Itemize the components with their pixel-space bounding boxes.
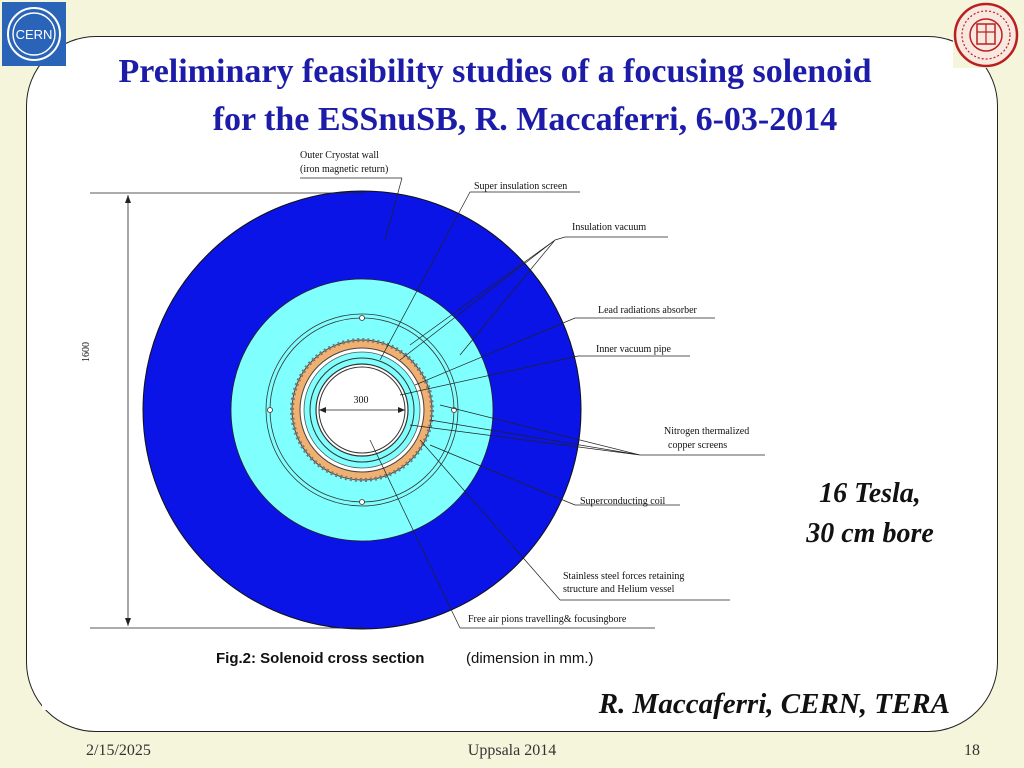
title-line-2: for the ESSnuSB, R. Maccaferri, 6-03-201… [212, 101, 838, 138]
author-credit: R. Maccaferri, CERN, TERA [598, 688, 950, 720]
figure-caption-bold: Fig.2: Solenoid cross section [216, 650, 424, 667]
footer-date: 2/15/2025 [86, 742, 151, 759]
cern-logo: CERN [2, 2, 66, 66]
label-superconducting-coil: Superconducting coil [580, 496, 665, 507]
title-line-1: Preliminary feasibility studies of a foc… [118, 53, 872, 90]
label-outer-wall-1: Outer Cryostat wall [300, 150, 379, 161]
spec-note: 16 Tesla, 30 cm bore [770, 474, 970, 554]
label-super-insulation: Super insulation screen [474, 181, 567, 192]
outer-dimension-label: 1600 [81, 342, 92, 362]
label-outer-wall-2: (iron magnetic return) [300, 164, 388, 175]
spec-note-line-2: 30 cm bore [806, 518, 934, 549]
cern-logo-text: CERN [16, 27, 53, 42]
label-stainless-1: Stainless steel forces retaining [563, 571, 684, 582]
slide-title: Preliminary feasibility studies of a foc… [40, 48, 950, 144]
footer-center: Uppsala 2014 [467, 742, 557, 759]
label-inner-vacuum-pipe: Inner vacuum pipe [596, 344, 672, 355]
label-free-air-bore: Free air pions travelling& focusingbore [468, 614, 627, 625]
footer-page-number: 18 [964, 742, 980, 759]
coil-hatching [290, 338, 434, 482]
bore-dimension-label: 300 [354, 395, 369, 406]
label-lead-absorber: Lead radiations absorber [598, 305, 698, 316]
spec-note-line-1: 16 Tesla, [819, 478, 921, 509]
super-insulation-screen [265, 313, 459, 507]
university-seal [953, 2, 1019, 68]
label-nitrogen-2: copper screens [668, 440, 727, 451]
figure-caption-area [42, 628, 682, 710]
label-stainless-2: structure and Helium vessel [563, 584, 675, 595]
label-nitrogen-1: Nitrogen thermalized [664, 426, 749, 437]
figure-caption-rest: (dimension in mm.) [466, 650, 594, 667]
label-insulation-vacuum: Insulation vacuum [572, 222, 646, 233]
